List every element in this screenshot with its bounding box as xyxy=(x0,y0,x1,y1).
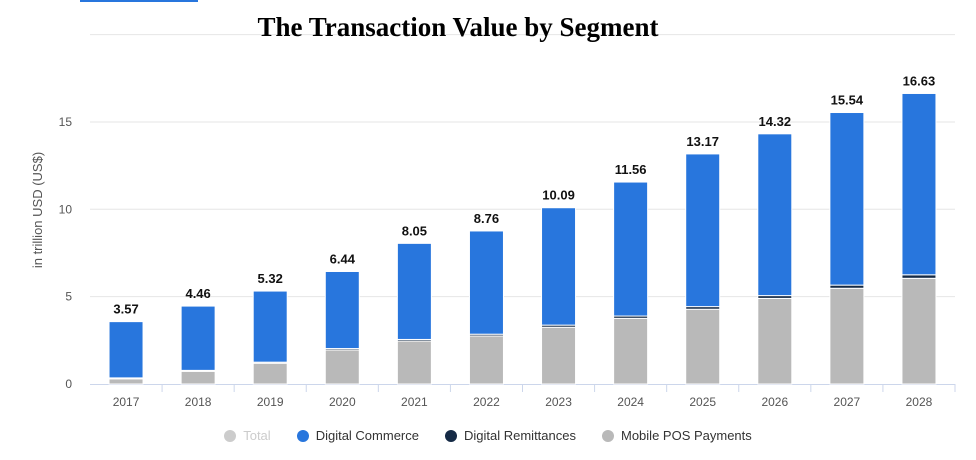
x-tick-label: 2017 xyxy=(113,395,140,409)
legend-item-digital-remittances[interactable]: Digital Remittances xyxy=(445,428,576,443)
bar-mobile-pos-payments xyxy=(829,287,865,385)
y-axis-label: in trillion USD (US$) xyxy=(30,152,45,268)
bar-digital-commerce xyxy=(396,242,432,340)
legend-dot-icon xyxy=(445,429,457,442)
data-label-total: 8.05 xyxy=(402,223,427,238)
legend: Total Digital Commerce Digital Remittances… xyxy=(0,428,976,443)
legend-dot-icon xyxy=(602,429,614,442)
bar-mobile-pos-payments xyxy=(541,326,577,385)
bar-mobile-pos-payments xyxy=(324,349,360,385)
legend-label: Total xyxy=(243,428,271,443)
x-tick-label: 2024 xyxy=(617,395,644,409)
data-label-total: 4.46 xyxy=(185,286,210,301)
bar-mobile-pos-payments xyxy=(613,317,649,385)
legend-label: Mobile POS Payments xyxy=(621,428,752,443)
data-label-total: 13.17 xyxy=(686,134,719,149)
x-tick-label: 2018 xyxy=(185,395,212,409)
x-tick-label: 2023 xyxy=(545,395,572,409)
y-tick-label: 5 xyxy=(65,290,72,304)
x-tick-label: 2026 xyxy=(761,395,788,409)
y-tick-label: 0 xyxy=(65,377,72,391)
bar-mobile-pos-payments xyxy=(108,378,144,385)
data-label-total: 6.44 xyxy=(330,251,356,266)
bar-mobile-pos-payments xyxy=(396,340,432,385)
chart-title: The Transaction Value by Segment xyxy=(257,12,659,42)
x-tick-label: 2028 xyxy=(906,395,933,409)
bar-digital-commerce xyxy=(757,133,793,297)
bar-digital-commerce xyxy=(108,321,144,379)
bar-digital-commerce xyxy=(541,207,577,326)
bar-mobile-pos-payments xyxy=(468,335,504,385)
data-label-total: 11.56 xyxy=(615,162,647,177)
bar-digital-commerce xyxy=(324,270,360,350)
bar-mobile-pos-payments xyxy=(685,308,721,385)
data-label-total: 5.32 xyxy=(258,271,283,286)
bar-digital-commerce xyxy=(180,305,216,371)
y-tick-label: 10 xyxy=(59,202,73,216)
bar-digital-commerce xyxy=(685,153,721,308)
x-tick-label: 2020 xyxy=(329,395,356,409)
legend-label: Digital Commerce xyxy=(315,428,419,443)
x-tick-label: 2019 xyxy=(257,395,284,409)
bar-digital-commerce xyxy=(613,181,649,317)
data-label-total: 3.57 xyxy=(113,302,138,317)
data-label-total: 14.32 xyxy=(759,114,792,129)
legend-item-mobile-pos-payments[interactable]: Mobile POS Payments xyxy=(602,428,752,443)
x-tick-label: 2027 xyxy=(834,395,861,409)
bar-mobile-pos-payments xyxy=(252,362,288,385)
active-tab-indicator xyxy=(80,0,198,2)
legend-item-total[interactable]: Total xyxy=(224,428,271,443)
x-tick-label: 2025 xyxy=(689,395,716,409)
bar-digital-commerce xyxy=(252,290,288,363)
legend-dot-icon xyxy=(296,429,309,442)
data-label-total: 10.09 xyxy=(542,188,575,203)
bar-digital-commerce xyxy=(468,230,504,335)
legend-label: Digital Remittances xyxy=(464,428,576,443)
legend-item-digital-commerce[interactable]: Digital Commerce xyxy=(296,428,419,443)
data-label-total: 8.76 xyxy=(474,211,499,226)
bar-mobile-pos-payments xyxy=(757,297,793,385)
x-tick-label: 2022 xyxy=(473,395,500,409)
y-tick-label: 15 xyxy=(59,115,73,129)
bar-mobile-pos-payments xyxy=(180,370,216,385)
x-tick-label: 2021 xyxy=(401,395,428,409)
data-label-total: 16.63 xyxy=(903,73,936,88)
data-label-total: 15.54 xyxy=(831,93,864,108)
bar-mobile-pos-payments xyxy=(901,277,937,385)
bar-digital-remittances xyxy=(901,274,937,279)
legend-dot-icon xyxy=(224,429,237,442)
bar-digital-commerce xyxy=(901,92,937,276)
bar-digital-commerce xyxy=(829,112,865,286)
